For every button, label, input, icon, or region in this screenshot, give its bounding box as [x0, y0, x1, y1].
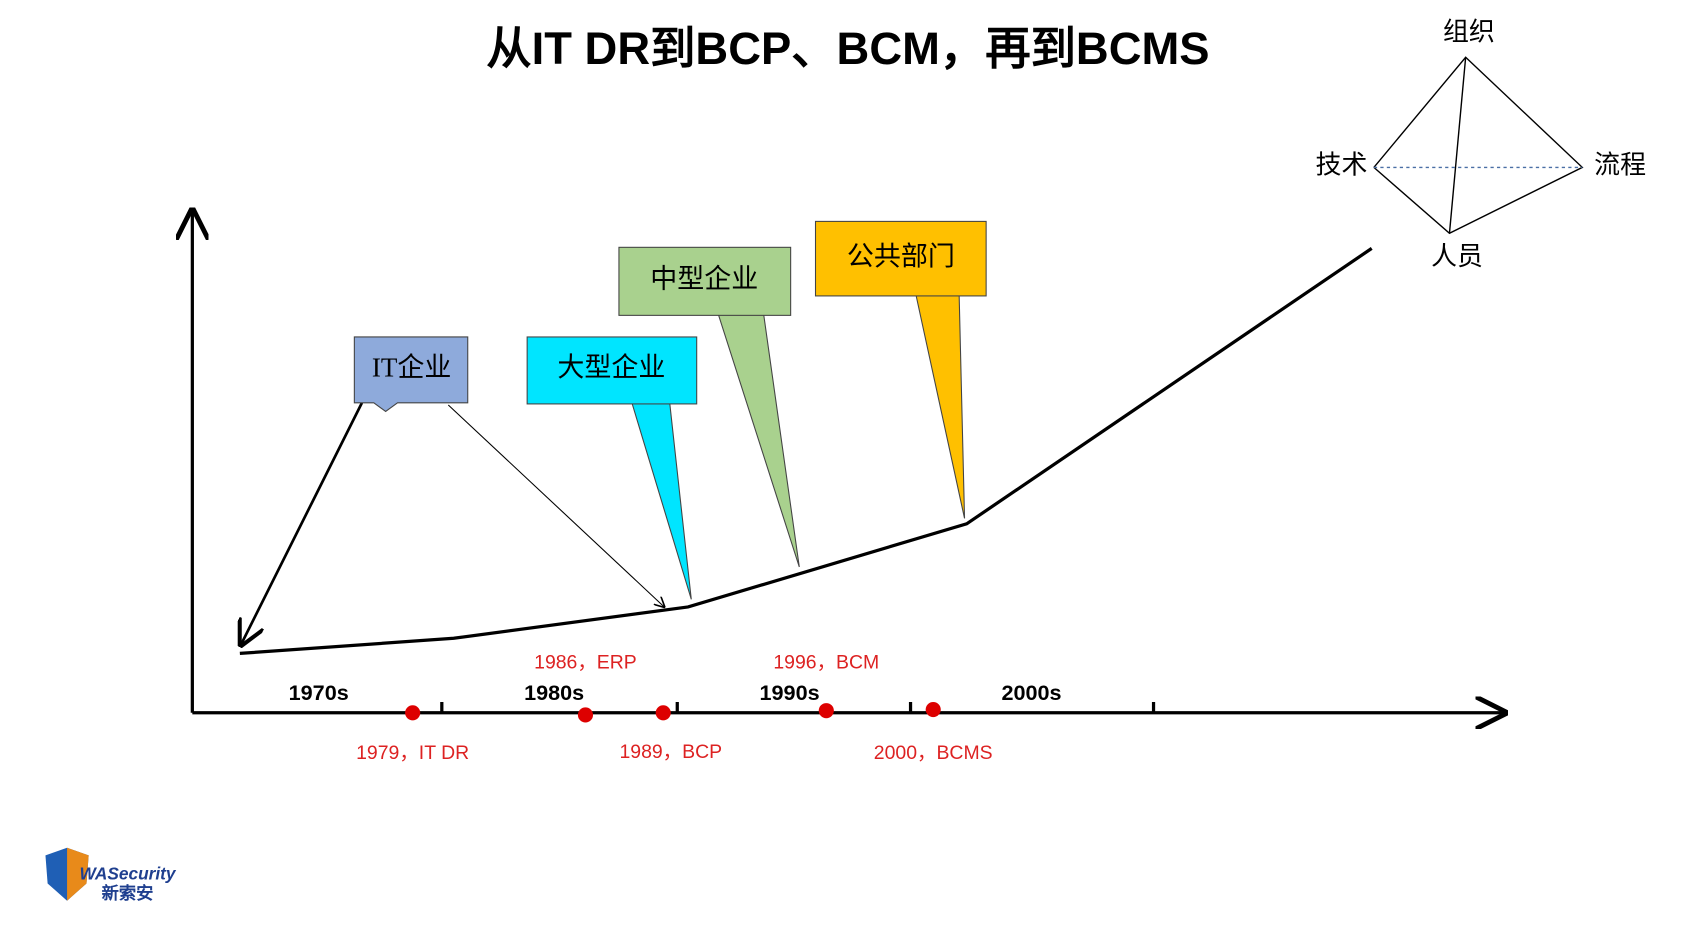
- pyramid-label: 组织: [1443, 18, 1495, 47]
- milestone-dots: [405, 702, 941, 723]
- milestone: 1979，IT DR: [356, 742, 469, 764]
- decade: 1990s: [760, 680, 820, 705]
- pyramid-label: 人员: [1431, 242, 1483, 271]
- logo: WASecurity 新索安: [45, 847, 177, 903]
- logo-brand: WASecurity: [80, 863, 177, 883]
- decade: 1980s: [524, 680, 584, 705]
- milestone: 1996，BCM: [773, 651, 879, 673]
- milestone: 1989，BCP: [619, 741, 722, 763]
- callout-it: IT企业: [241, 336, 664, 645]
- milestone: 2000，BCMS: [874, 742, 993, 764]
- title: 从IT DR到BCP、BCM，再到BCMS: [486, 23, 1209, 74]
- logo-chinese: 新索安: [102, 883, 154, 903]
- pyramid-label: 技术: [1316, 150, 1368, 179]
- callout-label: IT企业: [372, 353, 451, 383]
- decade: 1970s: [289, 680, 349, 705]
- pyramid: [1373, 56, 1584, 235]
- callout-public: 公共部门: [814, 220, 987, 519]
- milestone: 1986，ERP: [534, 651, 637, 673]
- callout-label: 大型企业: [557, 353, 665, 383]
- callout-label: 公共部门: [847, 241, 955, 271]
- decade: 2000s: [1001, 680, 1061, 705]
- pyramid-label: 流程: [1594, 150, 1646, 179]
- callout-label: 中型企业: [650, 264, 758, 294]
- callout-large: 大型企业: [526, 336, 698, 600]
- callout-medium: 中型企业: [618, 246, 800, 568]
- growth-curve: [239, 247, 1373, 656]
